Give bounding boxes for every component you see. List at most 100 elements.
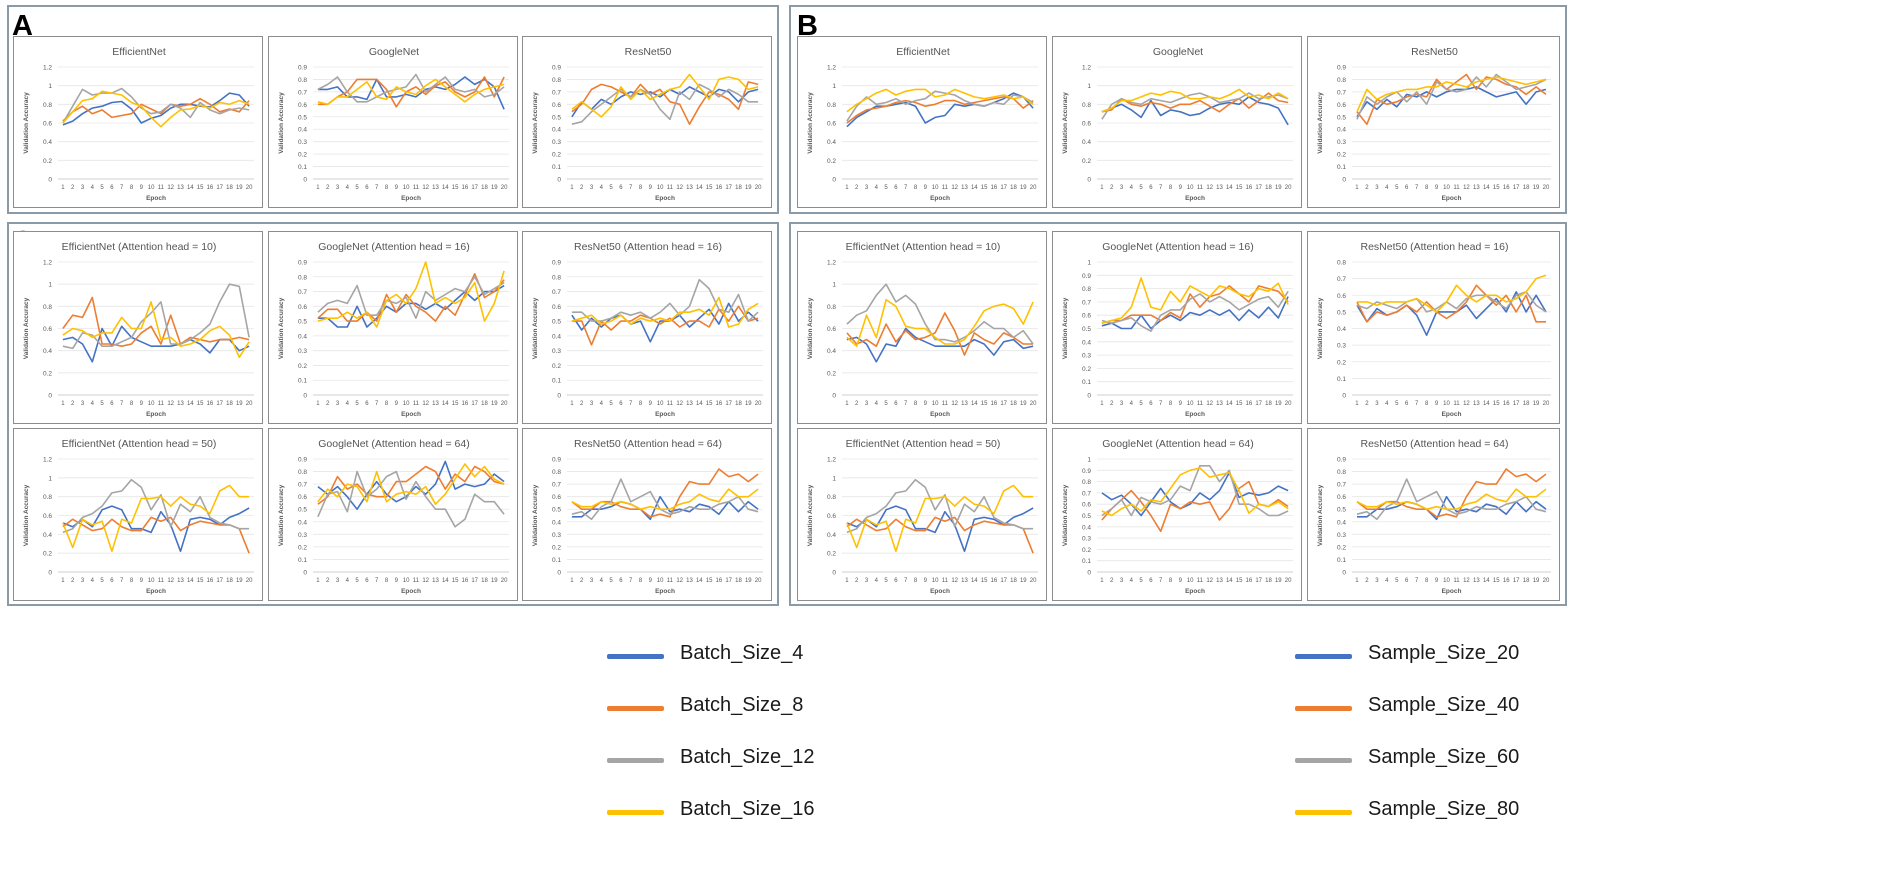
- y-tick-label: 0: [1342, 570, 1346, 577]
- x-tick-label: 3: [865, 578, 869, 584]
- y-axis-label: Validation Accuracy: [532, 297, 539, 359]
- x-tick-label: 6: [1405, 401, 1409, 407]
- x-tick-label: 13: [177, 578, 184, 584]
- x-tick-label: 14: [1226, 401, 1233, 407]
- x-tick-label: 4: [1385, 185, 1389, 191]
- x-tick-label: 20: [246, 401, 253, 407]
- x-tick-label: 3: [865, 401, 869, 407]
- y-axis-label: Validation Accuracy: [532, 484, 539, 546]
- x-tick-label: 8: [1425, 401, 1429, 407]
- y-tick-label: 0.6: [298, 102, 307, 109]
- x-tick-label: 19: [236, 185, 243, 191]
- x-tick-label: 11: [942, 185, 949, 191]
- series-line-batch_size_8: [317, 465, 505, 505]
- x-tick-label: 19: [1020, 185, 1027, 191]
- x-tick-label: 9: [1179, 185, 1183, 191]
- x-tick-label: 6: [110, 185, 114, 191]
- x-tick-label: 18: [1265, 401, 1272, 407]
- x-tick-label: 6: [619, 578, 623, 584]
- y-tick-label: 0.6: [1337, 494, 1346, 501]
- x-tick-label: 13: [686, 401, 693, 407]
- y-tick-label: 0.5: [1337, 114, 1346, 121]
- x-tick-label: 7: [375, 578, 379, 584]
- x-tick-label: 14: [971, 401, 978, 407]
- x-tick-label: 4: [600, 401, 604, 407]
- x-tick-label: 4: [1130, 578, 1134, 584]
- y-tick-label: 0.2: [827, 551, 836, 558]
- x-tick-label: 15: [981, 401, 988, 407]
- x-tick-label: 12: [676, 185, 683, 191]
- y-tick-label: 0.4: [1337, 326, 1346, 333]
- chart-title: GoogleNet (Attention head = 64): [1102, 438, 1253, 450]
- y-tick-label: 0: [832, 570, 836, 577]
- y-tick-label: 1.2: [1082, 65, 1091, 72]
- x-tick-label: 5: [609, 185, 613, 191]
- y-tick-label: 1: [832, 282, 836, 289]
- chart-svg: EfficientNet (Attention head = 50) 0 0.2 0.…: [807, 438, 1038, 595]
- y-tick-label: 0: [1087, 570, 1091, 577]
- y-tick-label: 0.4: [1337, 519, 1346, 526]
- y-axis-label: Validation Accuracy: [23, 297, 30, 359]
- x-tick-label: 10: [657, 185, 664, 191]
- y-axis-label: Validation Accuracy: [1062, 297, 1069, 359]
- x-tick-label: 7: [120, 401, 124, 407]
- x-tick-label: 15: [706, 185, 713, 191]
- y-tick-label: 0.8: [298, 274, 307, 281]
- legend-item: Batch_Size_8: [607, 694, 867, 717]
- x-axis-label: Epoch: [146, 588, 166, 595]
- series-line-batch_size_16: [571, 488, 759, 510]
- x-tick-label: 19: [745, 185, 752, 191]
- x-tick-label: 5: [884, 185, 888, 191]
- series-line-sample_size_80: [846, 484, 1034, 553]
- chart-svg: ResNet50 (Attention head = 16) 0 0.1 0.2 0.3…: [1317, 241, 1551, 418]
- x-tick-label: 16: [207, 401, 214, 407]
- x-tick-label: 3: [1375, 185, 1379, 191]
- x-tick-label: 12: [167, 185, 174, 191]
- x-tick-label: 6: [110, 578, 114, 584]
- x-tick-label: 11: [667, 185, 674, 191]
- x-tick-label: 14: [1226, 578, 1233, 584]
- x-tick-label: 7: [904, 185, 908, 191]
- series-line-batch_size_16: [62, 90, 250, 128]
- x-tick-label: 19: [1275, 401, 1282, 407]
- x-tick-label: 9: [649, 185, 653, 191]
- x-tick-label: 6: [619, 185, 623, 191]
- x-tick-label: 17: [725, 185, 732, 191]
- y-tick-label: 0.7: [1337, 482, 1346, 489]
- x-tick-label: 18: [1265, 185, 1272, 191]
- y-tick-label: 0.2: [827, 370, 836, 377]
- x-tick-label: 17: [1513, 401, 1520, 407]
- series-line-batch_size_4: [62, 92, 250, 126]
- chart-svg: ResNet50 (Attention head = 64) 0 0.1 0.2 0.3…: [1317, 438, 1551, 595]
- y-tick-label: 0.6: [827, 121, 836, 128]
- series-line-sample_size_80: [846, 298, 1034, 347]
- y-tick-label: 0.1: [1337, 164, 1346, 171]
- x-tick-label: 5: [1139, 185, 1143, 191]
- x-tick-label: 8: [385, 578, 389, 584]
- x-tick-label: 4: [91, 185, 95, 191]
- x-tick-label: 4: [1385, 401, 1389, 407]
- y-tick-label: 0.1: [552, 164, 561, 171]
- x-tick-label: 12: [676, 578, 683, 584]
- x-tick-label: 4: [600, 578, 604, 584]
- line-chart: GoogleNet (Attention head = 16) 0 0.1 0.2 0.…: [1052, 231, 1302, 424]
- legend-item: Batch_Size_4: [607, 642, 867, 665]
- y-tick-label: 0.9: [1082, 273, 1091, 280]
- x-tick-label: 1: [316, 185, 320, 191]
- x-tick-label: 5: [1395, 401, 1399, 407]
- x-tick-label: 19: [1533, 578, 1540, 584]
- x-tick-label: 15: [197, 578, 204, 584]
- series-line-batch_size_12: [571, 478, 759, 521]
- x-tick-label: 6: [894, 185, 898, 191]
- x-tick-label: 8: [130, 185, 134, 191]
- x-tick-label: 9: [649, 401, 653, 407]
- panel-b-label: B: [797, 10, 818, 42]
- x-tick-label: 13: [1473, 578, 1480, 584]
- x-tick-label: 8: [130, 401, 134, 407]
- x-tick-label: 11: [1453, 401, 1460, 407]
- x-tick-label: 1: [316, 578, 320, 584]
- y-tick-label: 0.2: [1082, 366, 1091, 373]
- y-tick-label: 0.8: [827, 494, 836, 501]
- x-tick-label: 11: [158, 185, 165, 191]
